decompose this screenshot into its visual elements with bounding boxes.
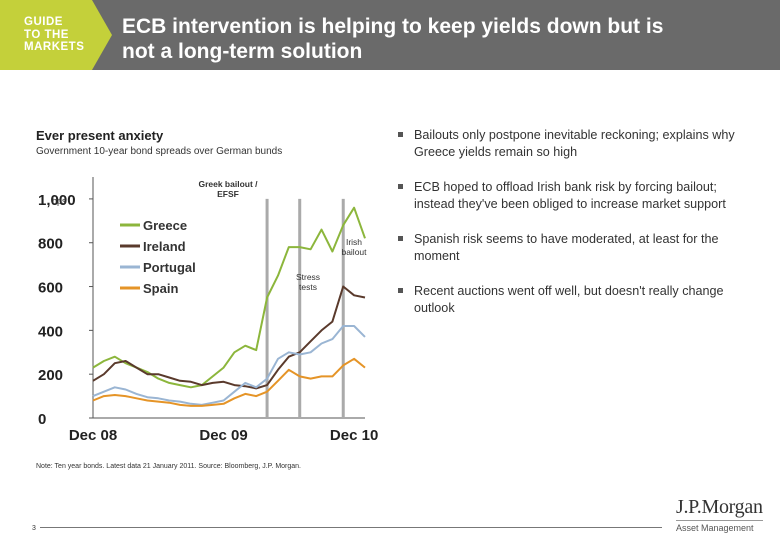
guide-badge: GUIDE TO THE MARKETS (0, 0, 112, 70)
page-title-line: not a long-term solution (122, 40, 363, 63)
page-title-line: ECB intervention is helping to keep yiel… (122, 15, 664, 38)
header-bar: GUIDE TO THE MARKETS ECB intervention is… (0, 0, 780, 70)
logo-name: J.P.Morgan (676, 496, 763, 518)
page-number: 3 (32, 525, 36, 532)
chart-subtitle: Government 10-year bond spreads over Ger… (36, 146, 283, 157)
y-tick-label: 400 (38, 323, 63, 340)
logo-subtitle: Asset Management (676, 520, 763, 533)
series-line-greece (92, 206, 366, 389)
legend-label: Ireland (143, 239, 186, 254)
series-line-spain (92, 357, 366, 407)
chart-annotation: EFSF (217, 189, 239, 199)
series-line-portugal (92, 325, 366, 406)
y-tick-label: 1,000 (38, 192, 76, 209)
bullet-square-icon (398, 184, 403, 189)
x-tick-label: Dec 09 (199, 427, 247, 444)
x-tick-label: Dec 10 (330, 427, 378, 444)
x-tick-label: Dec 08 (69, 427, 117, 444)
bullet-list: Bailouts only postpone inevitable reckon… (398, 127, 748, 335)
legend-label: Spain (143, 281, 178, 296)
bullet-text: Spanish risk seems to have moderated, at… (414, 232, 719, 263)
chart-annotation: Greek bailout / (198, 179, 258, 189)
bullet-text: Bailouts only postpone inevitable reckon… (414, 128, 735, 159)
chart-title: Ever present anxiety (36, 128, 164, 143)
bullet-square-icon (398, 132, 403, 137)
bullet-square-icon (398, 236, 403, 241)
y-tick-label: 800 (38, 236, 63, 253)
bullet-item: Bailouts only postpone inevitable reckon… (398, 127, 748, 161)
bullet-text: Recent auctions went off well, but doesn… (414, 284, 724, 315)
y-tick-label: 0 (38, 411, 46, 428)
bullet-item: Recent auctions went off well, but doesn… (398, 283, 748, 317)
series-line-ireland (92, 285, 366, 390)
badge-line: MARKETS (24, 41, 85, 53)
chart-annotation: Irish (346, 237, 362, 247)
bullet-item: ECB hoped to offload Irish bank risk by … (398, 179, 748, 213)
badge-line: GUIDE (24, 16, 63, 28)
y-tick-label: 200 (38, 367, 63, 384)
footnote: Note: Ten year bonds. Latest data 21 Jan… (36, 463, 301, 470)
page-title: ECB intervention is helping to keep yiel… (122, 14, 762, 64)
guide-badge-text: GUIDE TO THE MARKETS (24, 16, 84, 54)
legend-label: Greece (143, 218, 187, 233)
legend-label: Portugal (143, 260, 196, 275)
bullet-text: ECB hoped to offload Irish bank risk by … (414, 180, 726, 211)
bullet-item: Spanish risk seems to have moderated, at… (398, 231, 748, 265)
chart-annotation: bailout (341, 247, 367, 257)
y-tick-label: 600 (38, 280, 63, 297)
badge-line: TO THE (24, 28, 69, 41)
chart-annotation: Stress (296, 272, 320, 282)
jpmorgan-logo: J.P.Morgan Asset Management (676, 496, 763, 533)
footer-divider (40, 527, 662, 528)
y-unit-label: bps (52, 196, 67, 206)
bullet-square-icon (398, 288, 403, 293)
chart-annotation: tests (299, 282, 317, 292)
